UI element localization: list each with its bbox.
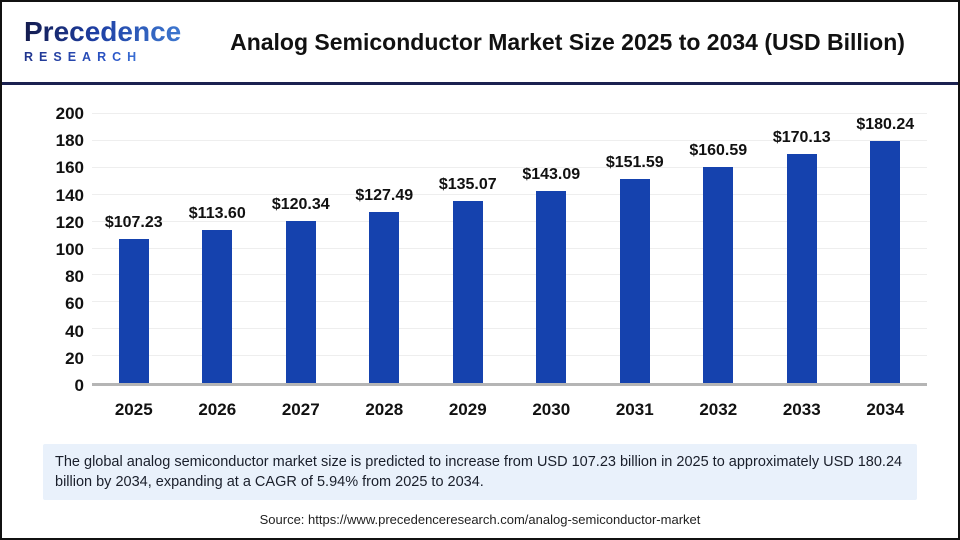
gridline [92,355,927,357]
bar [703,167,734,383]
bar [786,154,817,383]
y-tick-label: 80 [65,267,84,287]
y-tick-label: 20 [65,348,84,368]
bar-group: $151.59 [593,114,677,383]
summary-note: The global analog semiconductor market s… [43,444,917,500]
header: Precedence RESEARCH Analog Semiconductor… [2,2,958,82]
bar-value-label: $135.07 [438,176,497,194]
bar [452,201,483,383]
bar-group: $113.60 [176,114,260,383]
logo-subtitle: RESEARCH [24,49,184,65]
x-tick-label: 2032 [699,400,738,419]
bar-value-label: $151.59 [605,154,664,172]
bar [619,179,650,383]
gridline [92,301,927,303]
bar-series: $107.23 $113.60 $120.34 $127.49 $135.07 $143.… [92,114,927,383]
y-tick-label: 120 [55,212,84,232]
bar [285,221,316,383]
y-tick-label: 60 [65,294,84,314]
chart-title: Analog Semiconductor Market Size 2025 to… [230,29,905,55]
gridline [92,220,927,222]
gridline [92,113,927,114]
bar-value-label: $160.59 [689,142,748,160]
y-tick-label: 0 [74,376,84,395]
header-separator [2,82,958,85]
bar-value-label: $113.60 [188,205,246,223]
x-tick-label: 2026 [198,400,237,419]
x-tick-label: 2029 [448,400,487,419]
y-tick-label: 200 [55,104,84,123]
y-tick-label: 180 [55,131,84,151]
bar-group: $107.23 [92,114,176,383]
bar [536,190,567,383]
bar-value-label: $120.34 [271,196,330,214]
x-tick-label: 2030 [532,400,571,419]
x-tick-label: 2027 [281,400,320,419]
bar-value-label: $107.23 [104,213,163,231]
logo-wordmark: Precedence [24,17,184,47]
bar [870,140,901,383]
bar-value-label: $170.13 [772,129,831,147]
bar [369,211,400,383]
bar [202,230,233,383]
x-tick-label: 2031 [615,400,654,419]
x-tick-label: 2033 [782,400,821,419]
gridline [92,274,927,276]
gridline [92,166,927,168]
bar-group: $180.24 [844,114,928,383]
x-tick-label: 2025 [114,400,153,419]
bar [118,238,149,383]
x-axis-labels: 2025 2026 2027 2028 2029 2030 2031 2032 2033 2034 [92,400,927,420]
bar-value-label: $180.24 [856,115,915,133]
precedence-logo: Precedence RESEARCH [24,17,184,65]
gridline [92,328,927,330]
gridline [92,193,927,195]
x-tick-label: 2034 [866,400,905,419]
bar-group: $127.49 [343,114,427,383]
bar-group: $120.34 [259,114,343,383]
y-axis-labels: 0 20 40 60 80 100 120 140 160 180 200 [10,105,84,395]
y-tick-label: 160 [55,158,84,178]
source-line: Source: https://www.precedenceresearch.c… [259,512,701,527]
y-tick-label: 40 [65,321,84,341]
bar-group: $135.07 [426,114,510,383]
y-tick-label: 140 [55,185,84,205]
bar-group: $143.09 [510,114,594,383]
gridline [92,247,927,249]
bar-group: $170.13 [760,114,844,383]
bar-group: $160.59 [677,114,761,383]
bar-value-label: $143.09 [522,165,581,183]
plot-area: $107.23 $113.60 $120.34 $127.49 $135.07 $143.… [92,113,927,386]
y-tick-label: 100 [55,240,84,259]
bar-value-label: $127.49 [355,186,414,204]
gridline [92,139,927,141]
x-tick-label: 2028 [365,400,404,419]
